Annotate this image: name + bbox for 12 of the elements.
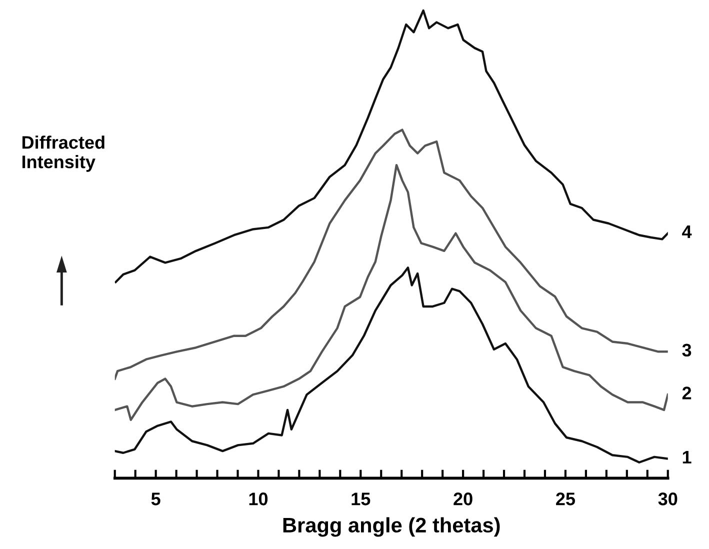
series-label: 4 bbox=[682, 226, 692, 238]
x-tick-label: 5 bbox=[151, 492, 160, 506]
x-tick-label: 30 bbox=[658, 492, 678, 506]
x-tick-label: 15 bbox=[352, 492, 370, 506]
y-axis-title: Diffracted Intensity bbox=[22, 136, 104, 172]
x-tick-label: 25 bbox=[556, 492, 576, 506]
series-label: 3 bbox=[682, 344, 692, 357]
x-tick-label: 20 bbox=[454, 492, 472, 506]
series-label: 2 bbox=[682, 386, 692, 400]
x-axis-title: Bragg angle (2 thetas) bbox=[283, 517, 500, 537]
x-tick-label: 10 bbox=[249, 492, 268, 506]
series-label: 1 bbox=[682, 451, 692, 464]
